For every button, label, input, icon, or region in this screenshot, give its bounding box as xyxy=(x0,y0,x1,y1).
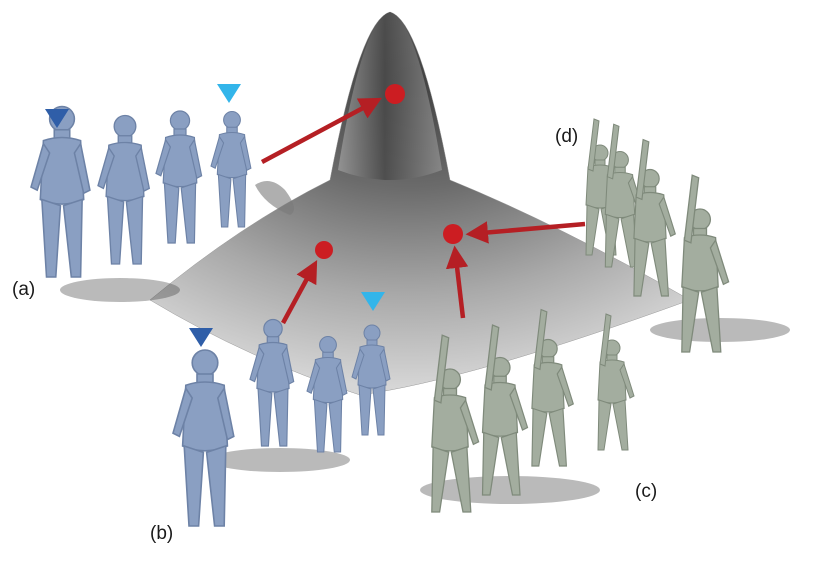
latent-point-middle xyxy=(315,241,333,259)
label-a: (a) xyxy=(12,279,36,300)
pose-sequence-b xyxy=(172,292,391,527)
end-marker-light-blue-b xyxy=(361,292,385,311)
latent-point-top xyxy=(385,84,405,104)
pose-sequence-a xyxy=(30,84,252,302)
arrow-b-to-middle xyxy=(281,260,318,325)
start-marker-dark-blue-b xyxy=(189,328,213,347)
arrow-d-to-right xyxy=(465,221,586,244)
start-marker-dark-blue-a xyxy=(45,109,69,128)
pose-sequence-d xyxy=(585,118,790,353)
end-marker-light-blue-a xyxy=(217,84,241,103)
label-d: (d) xyxy=(555,126,579,147)
arrow-a-to-top xyxy=(260,97,382,164)
label-c: (c) xyxy=(635,481,658,502)
pose-sequence-c xyxy=(420,309,635,513)
label-b: (b) xyxy=(150,523,174,544)
latent-point-right xyxy=(443,224,463,244)
arrow-c-to-right xyxy=(445,245,469,319)
